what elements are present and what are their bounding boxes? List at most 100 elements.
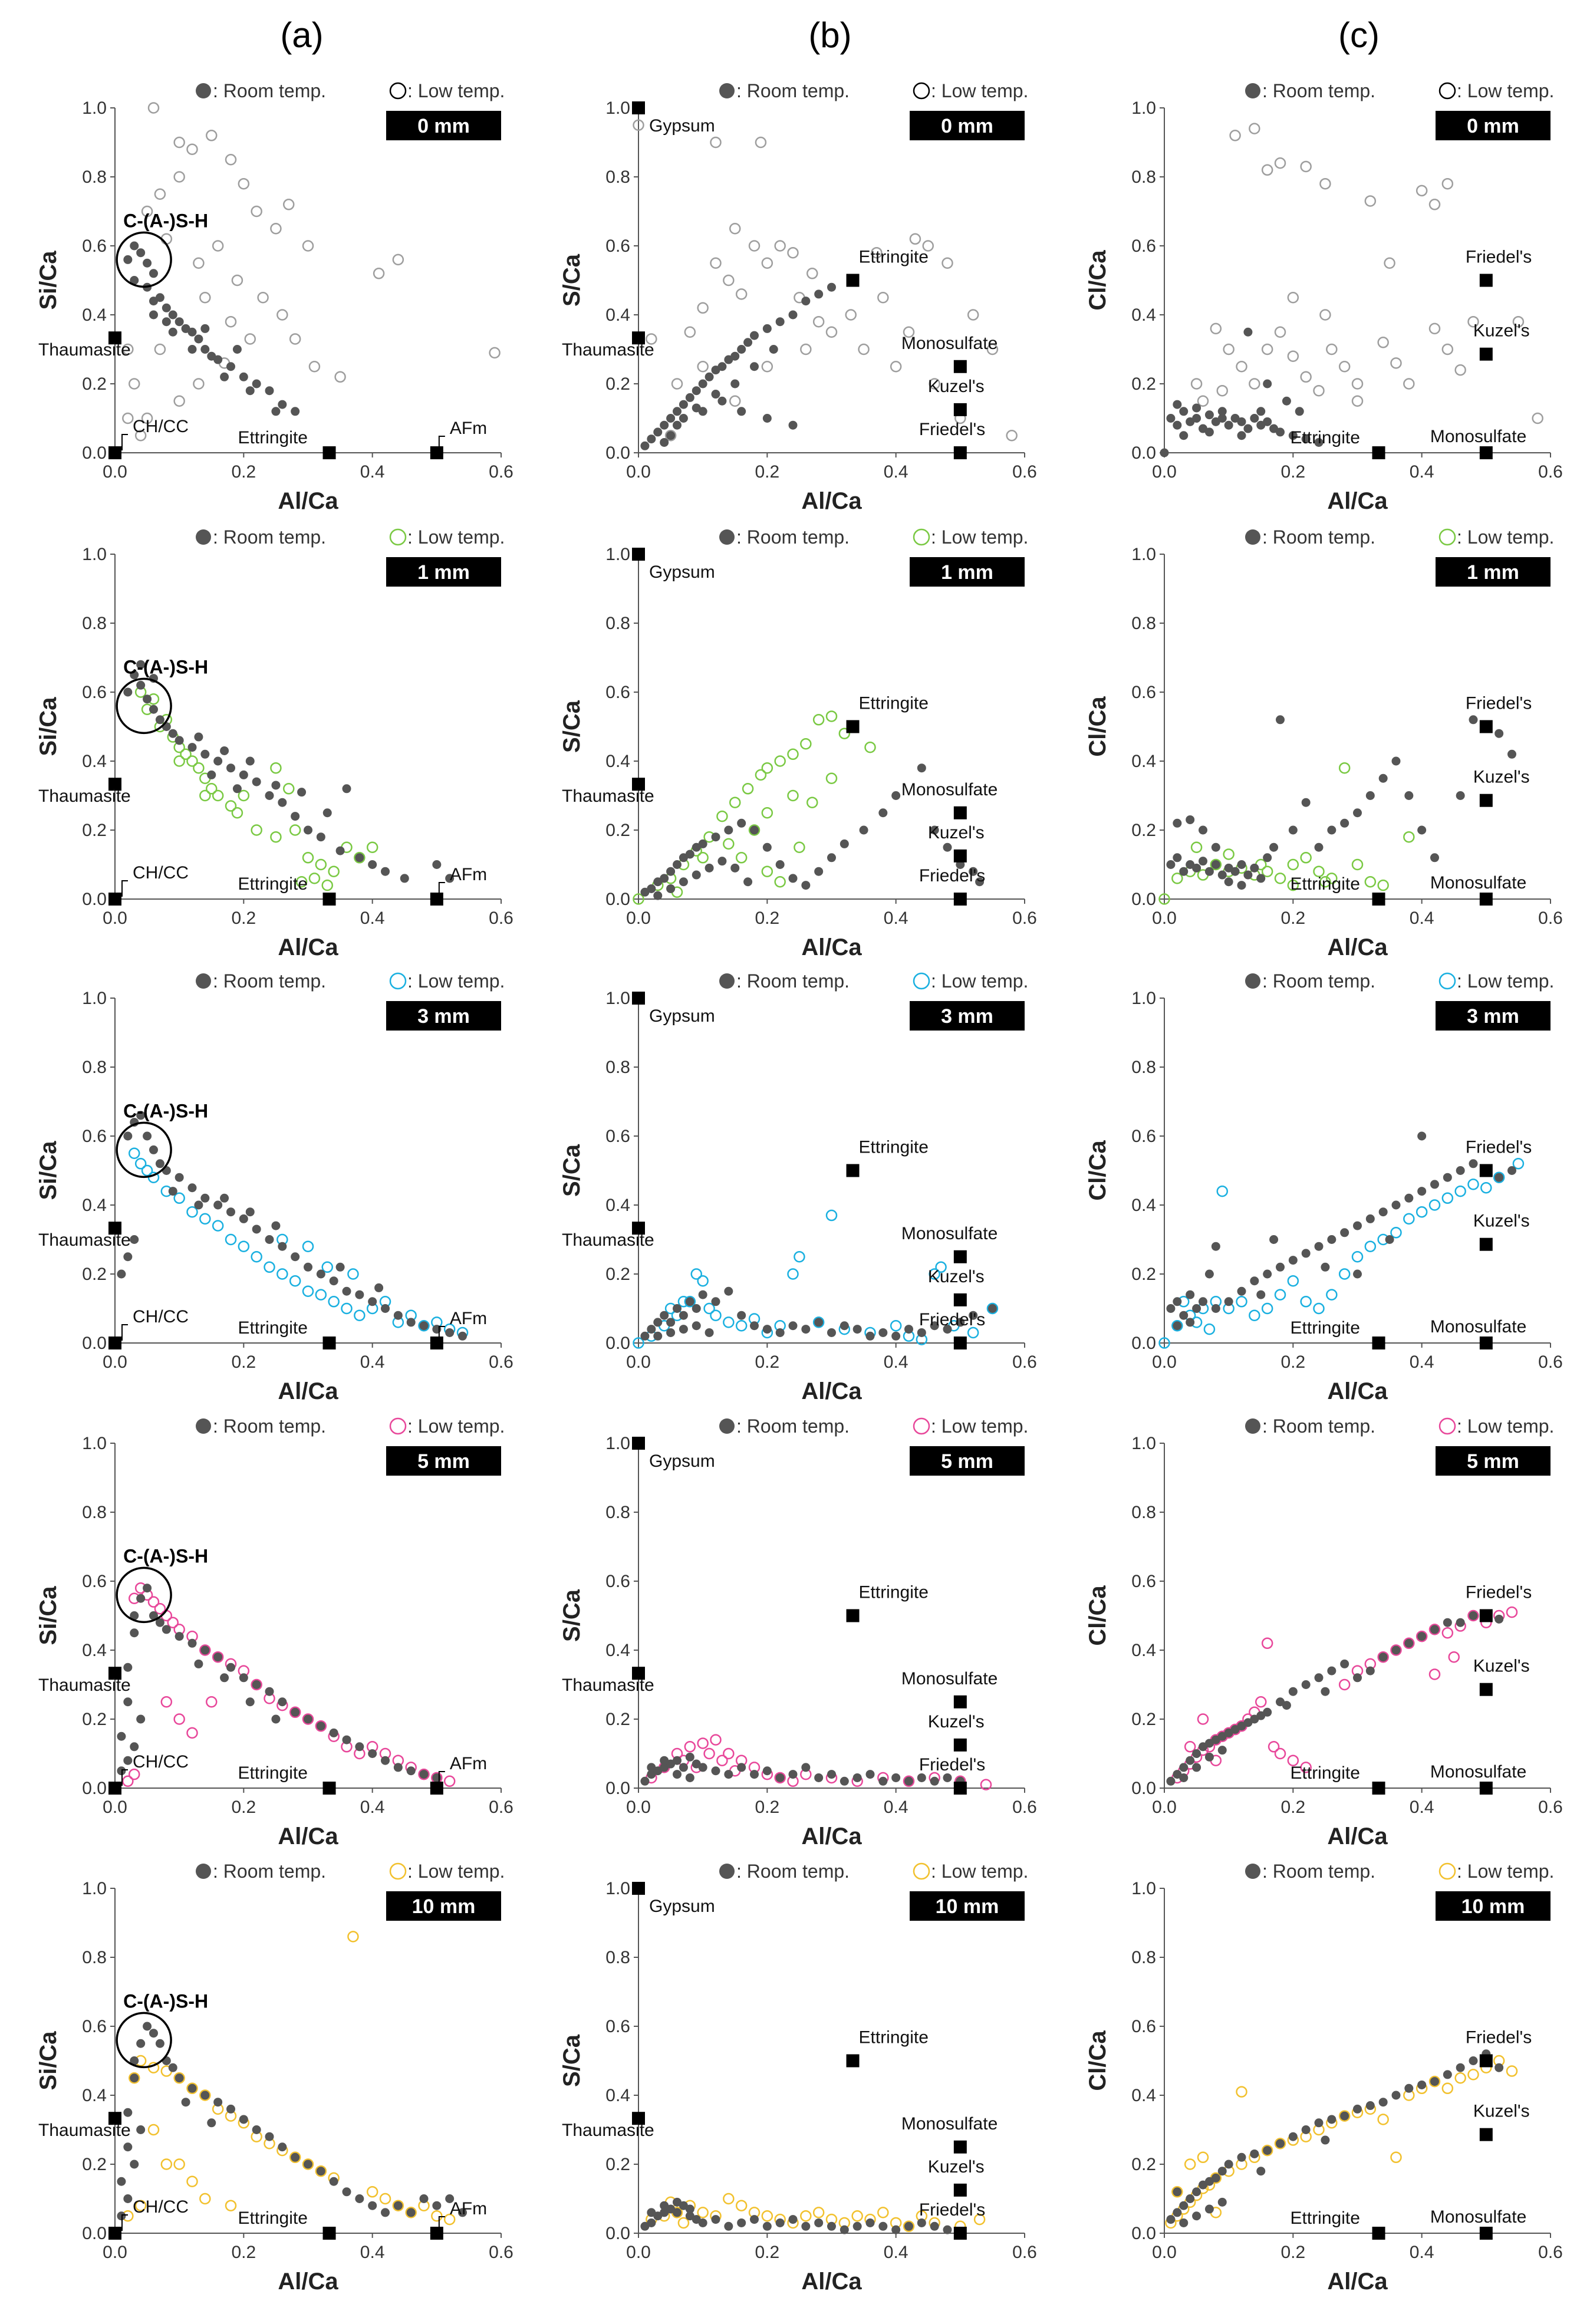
room-temp-point — [692, 870, 701, 880]
low-temp-point — [315, 1720, 327, 1732]
reference-marker — [632, 2112, 645, 2125]
reference-marker — [953, 360, 967, 373]
low-temp-point — [276, 1268, 288, 1280]
room-temp-point — [239, 2115, 248, 2124]
low-temp-point — [173, 2072, 185, 2084]
x-tick-label: 0.2 — [231, 462, 256, 482]
room-temp-point — [801, 881, 811, 890]
y-tick-label: 0.4 — [605, 752, 630, 771]
y-tick-label: 0.8 — [605, 1948, 630, 1967]
room-temp-point — [381, 1756, 390, 1765]
reference-marker — [430, 893, 443, 906]
x-tick-label: 0.0 — [103, 2243, 127, 2262]
low-temp-point — [697, 2207, 709, 2218]
room-temp-point — [432, 860, 442, 869]
low-temp-point — [1313, 384, 1325, 397]
x-tick-label: 0.2 — [231, 1352, 256, 1372]
reference-marker — [108, 446, 121, 459]
room-temp-point — [213, 1653, 223, 1662]
reference-label: Monosulfate — [1430, 873, 1526, 893]
low-temp-point — [1506, 2065, 1518, 2077]
low-temp-point — [903, 326, 915, 338]
low-temp-point — [1236, 2086, 1247, 2098]
room-temp-point — [647, 1325, 656, 1334]
low-temp-point — [1255, 1696, 1267, 1708]
low-temp-point — [193, 257, 205, 269]
room-temp-point — [291, 2152, 300, 2162]
reference-pointer — [438, 2216, 445, 2231]
low-temp-point — [877, 2207, 889, 2218]
room-temp-point — [1173, 818, 1182, 828]
room-temp-point — [1417, 1187, 1427, 1196]
room-temp-point — [393, 1311, 403, 1320]
room-temp-point — [136, 1111, 146, 1120]
room-temp-point — [213, 1200, 223, 1210]
low-temp-point — [800, 343, 812, 355]
low-temp-point — [225, 315, 237, 328]
room-temp-point — [355, 853, 364, 863]
low-temp-point — [1338, 1268, 1351, 1280]
x-tick-label: 0.4 — [1410, 2243, 1434, 2262]
room-temp-point — [737, 2218, 746, 2227]
reference-marker — [1372, 1782, 1385, 1795]
room-temp-point — [1365, 2101, 1375, 2111]
room-temp-point — [1211, 860, 1220, 869]
low-temp-point — [742, 783, 754, 795]
y-axis-label: Cl/Ca — [1085, 250, 1111, 311]
room-temp-point — [679, 1325, 688, 1334]
low-temp-point — [251, 205, 262, 218]
low-temp-point — [729, 223, 741, 235]
room-temp-point — [445, 2194, 455, 2203]
y-tick-label: 0.0 — [1131, 890, 1156, 909]
reference-marker — [1479, 1683, 1493, 1696]
low-temp-point — [173, 755, 185, 767]
low-temp-point — [206, 130, 218, 141]
low-temp-point — [684, 1741, 696, 1753]
room-temp-point — [827, 2221, 836, 2231]
low-temp-point — [825, 326, 838, 338]
low-temp-point — [315, 858, 327, 871]
room-temp-point — [322, 808, 332, 818]
room-temp-point — [265, 791, 274, 800]
low-temp-point — [173, 136, 185, 149]
reference-label: Thaumasite — [38, 1230, 131, 1250]
reference-label: CH/CC — [133, 1307, 189, 1326]
reference-marker — [1479, 347, 1493, 361]
y-tick-label: 1.0 — [605, 989, 630, 1008]
x-tick-label: 0.6 — [1012, 1352, 1037, 1372]
room-temp-point — [1456, 1166, 1465, 1175]
room-temp-point — [194, 732, 203, 742]
room-temp-point — [956, 1318, 965, 1327]
x-tick-label: 0.4 — [884, 462, 908, 482]
low-temp-point — [800, 738, 812, 750]
room-temp-point — [1340, 2111, 1349, 2121]
low-temp-point — [787, 789, 799, 802]
low-temp-point — [697, 1737, 709, 1749]
room-temp-point — [252, 2125, 261, 2134]
room-temp-point — [316, 1721, 325, 1731]
y-tick-label: 0.2 — [82, 1265, 107, 1284]
room-temp-point — [737, 818, 746, 828]
room-temp-point — [904, 1776, 913, 1786]
low-temp-point — [1216, 384, 1228, 397]
room-temp-point — [130, 1611, 139, 1620]
low-temp-point — [321, 879, 333, 891]
room-temp-point — [226, 1663, 235, 1672]
y-tick-label: 0.2 — [605, 1710, 630, 1729]
reference-label: CH/CC — [133, 1752, 189, 1772]
thickness-badge — [1436, 1001, 1551, 1031]
reference-label: Ettringite — [238, 874, 308, 894]
low-temp-point — [193, 378, 205, 390]
y-tick-label: 0.6 — [1131, 2017, 1156, 2036]
room-temp-point — [1179, 407, 1189, 416]
low-temp-point — [761, 807, 773, 819]
room-temp-point — [917, 2218, 926, 2227]
y-tick-label: 1.0 — [1131, 98, 1156, 118]
y-tick-label: 0.4 — [1131, 305, 1156, 325]
room-temp-point — [1173, 2187, 1182, 2197]
room-temp-point — [788, 1770, 798, 1779]
room-temp-point — [291, 1252, 300, 1262]
room-temp-point — [1321, 2135, 1330, 2145]
legend-room-label: : Room temp. — [1262, 1416, 1375, 1437]
y-tick-label: 0.0 — [605, 890, 630, 909]
